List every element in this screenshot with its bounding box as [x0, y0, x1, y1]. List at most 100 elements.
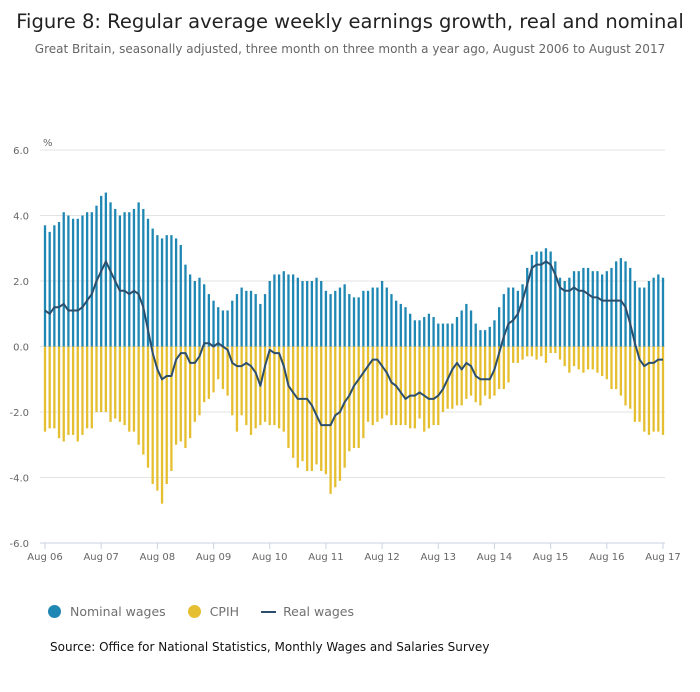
legend-item-nominal[interactable]: Nominal wages	[48, 604, 166, 619]
bar-cpih	[376, 346, 379, 422]
chart-plot: 6.0 4.0 2.0 0.0 -2.0 -4.0 -6.0% Aug 06 Aug 07 Aug…	[9, 138, 680, 563]
bar-nominal-wages	[638, 287, 641, 347]
bar-cpih	[128, 346, 131, 432]
y-tick-label: 6.0	[13, 146, 29, 157]
bar-nominal-wages	[530, 254, 534, 347]
bar-cpih	[479, 346, 482, 406]
bar-cpih	[629, 346, 632, 409]
bar-nominal-wages	[263, 294, 267, 347]
y-tick-label: -4.0	[9, 474, 29, 485]
bar-nominal-wages	[221, 310, 225, 347]
bar-nominal-wages	[179, 244, 182, 347]
bar-cpih	[526, 346, 529, 357]
legend-label: CPIH	[209, 604, 240, 619]
bar-nominal-wages	[446, 323, 449, 347]
bar-nominal-wages	[633, 281, 637, 347]
bar-cpih	[549, 346, 552, 354]
bar-nominal-wages	[474, 323, 477, 347]
bar-nominal-wages	[577, 271, 580, 347]
bar-nominal-wages	[399, 303, 402, 347]
bar-nominal-wages	[418, 320, 421, 347]
bar-nominal-wages	[497, 307, 501, 347]
bar-cpih	[497, 346, 501, 390]
bar-nominal-wages	[57, 222, 61, 347]
x-tick-label: Aug 08	[140, 552, 175, 563]
bar-cpih	[146, 346, 150, 468]
bar-cpih	[544, 346, 548, 363]
bar-cpih	[249, 346, 253, 435]
bar-nominal-wages	[291, 274, 295, 347]
bar-cpih	[43, 346, 47, 432]
bar-cpih	[118, 346, 122, 422]
bar-cpih	[81, 346, 84, 435]
y-axis-label: %	[43, 138, 53, 149]
bar-cpih	[385, 346, 388, 416]
y-tick-label: -2.0	[9, 408, 29, 419]
bar-cpih	[67, 346, 70, 435]
bar-nominal-wages	[156, 235, 159, 347]
legend-item-real[interactable]: Real wages	[261, 604, 354, 619]
bar-nominal-wages	[53, 225, 56, 347]
bar-nominal-wages	[600, 274, 604, 347]
bar-cpih	[582, 346, 585, 373]
bar-nominal-wages	[43, 225, 47, 347]
bar-cpih	[455, 346, 459, 406]
bar-cpih	[95, 346, 98, 412]
bar-nominal-wages	[343, 284, 346, 347]
bar-cpih	[563, 346, 566, 367]
bar-nominal-wages	[376, 287, 379, 347]
bar-cpih	[273, 346, 276, 426]
legend-label: Nominal wages	[70, 604, 166, 619]
x-tick-label: Aug 07	[83, 552, 118, 563]
source-note: Source: Office for National Statistics, …	[50, 640, 490, 654]
bar-nominal-wages	[226, 310, 229, 347]
bar-nominal-wages	[544, 248, 548, 347]
bar-cpih	[315, 346, 318, 465]
line-icon	[261, 610, 277, 613]
bar-nominal-wages	[277, 274, 281, 347]
bar-nominal-wages	[188, 274, 192, 347]
bar-cpih	[184, 346, 187, 449]
bar-cpih	[657, 346, 660, 432]
bar-nominal-wages	[287, 274, 290, 347]
bar-nominal-wages	[67, 215, 70, 347]
chart-subtitle: Great Britain, seasonally adjusted, thre…	[34, 42, 666, 56]
bar-nominal-wages	[203, 284, 206, 347]
bar-nominal-wages	[661, 277, 665, 347]
bar-cpih	[362, 346, 365, 439]
circle-icon	[187, 605, 201, 618]
bar-nominal-wages	[479, 330, 482, 347]
bar-cpih	[170, 346, 173, 471]
bar-cpih	[57, 346, 61, 439]
bar-nominal-wages	[249, 290, 253, 347]
bar-nominal-wages	[310, 281, 314, 347]
bar-cpih	[348, 346, 351, 452]
bar-cpih	[90, 346, 93, 429]
bar-cpih	[591, 346, 594, 370]
bar-cpih	[282, 346, 285, 432]
bar-nominal-wages	[366, 290, 370, 347]
bar-nominal-wages	[118, 215, 122, 347]
bar-nominal-wages	[90, 212, 93, 347]
bar-nominal-wages	[643, 287, 646, 347]
bar-nominal-wages	[76, 218, 79, 347]
bar-cpih	[483, 346, 487, 396]
bar-nominal-wages	[605, 271, 608, 347]
bar-cpih	[291, 346, 295, 458]
bar-cpih	[287, 346, 290, 449]
bar-nominal-wages	[516, 290, 520, 347]
bar-cpih	[310, 346, 314, 471]
bar-nominal-wages	[324, 290, 328, 347]
bar-nominal-wages	[572, 271, 576, 347]
bar-cpih	[53, 346, 56, 429]
bar-nominal-wages	[296, 277, 299, 347]
bar-cpih	[371, 346, 374, 426]
bar-nominal-wages	[385, 287, 388, 347]
bar-nominal-wages	[151, 228, 154, 347]
bar-nominal-wages	[235, 294, 239, 347]
bar-cpih	[600, 346, 604, 376]
legend-item-cpih[interactable]: CPIH	[187, 604, 240, 619]
bar-nominal-wages	[502, 294, 505, 347]
bar-nominal-wages	[507, 287, 510, 347]
bar-nominal-wages	[282, 271, 285, 347]
